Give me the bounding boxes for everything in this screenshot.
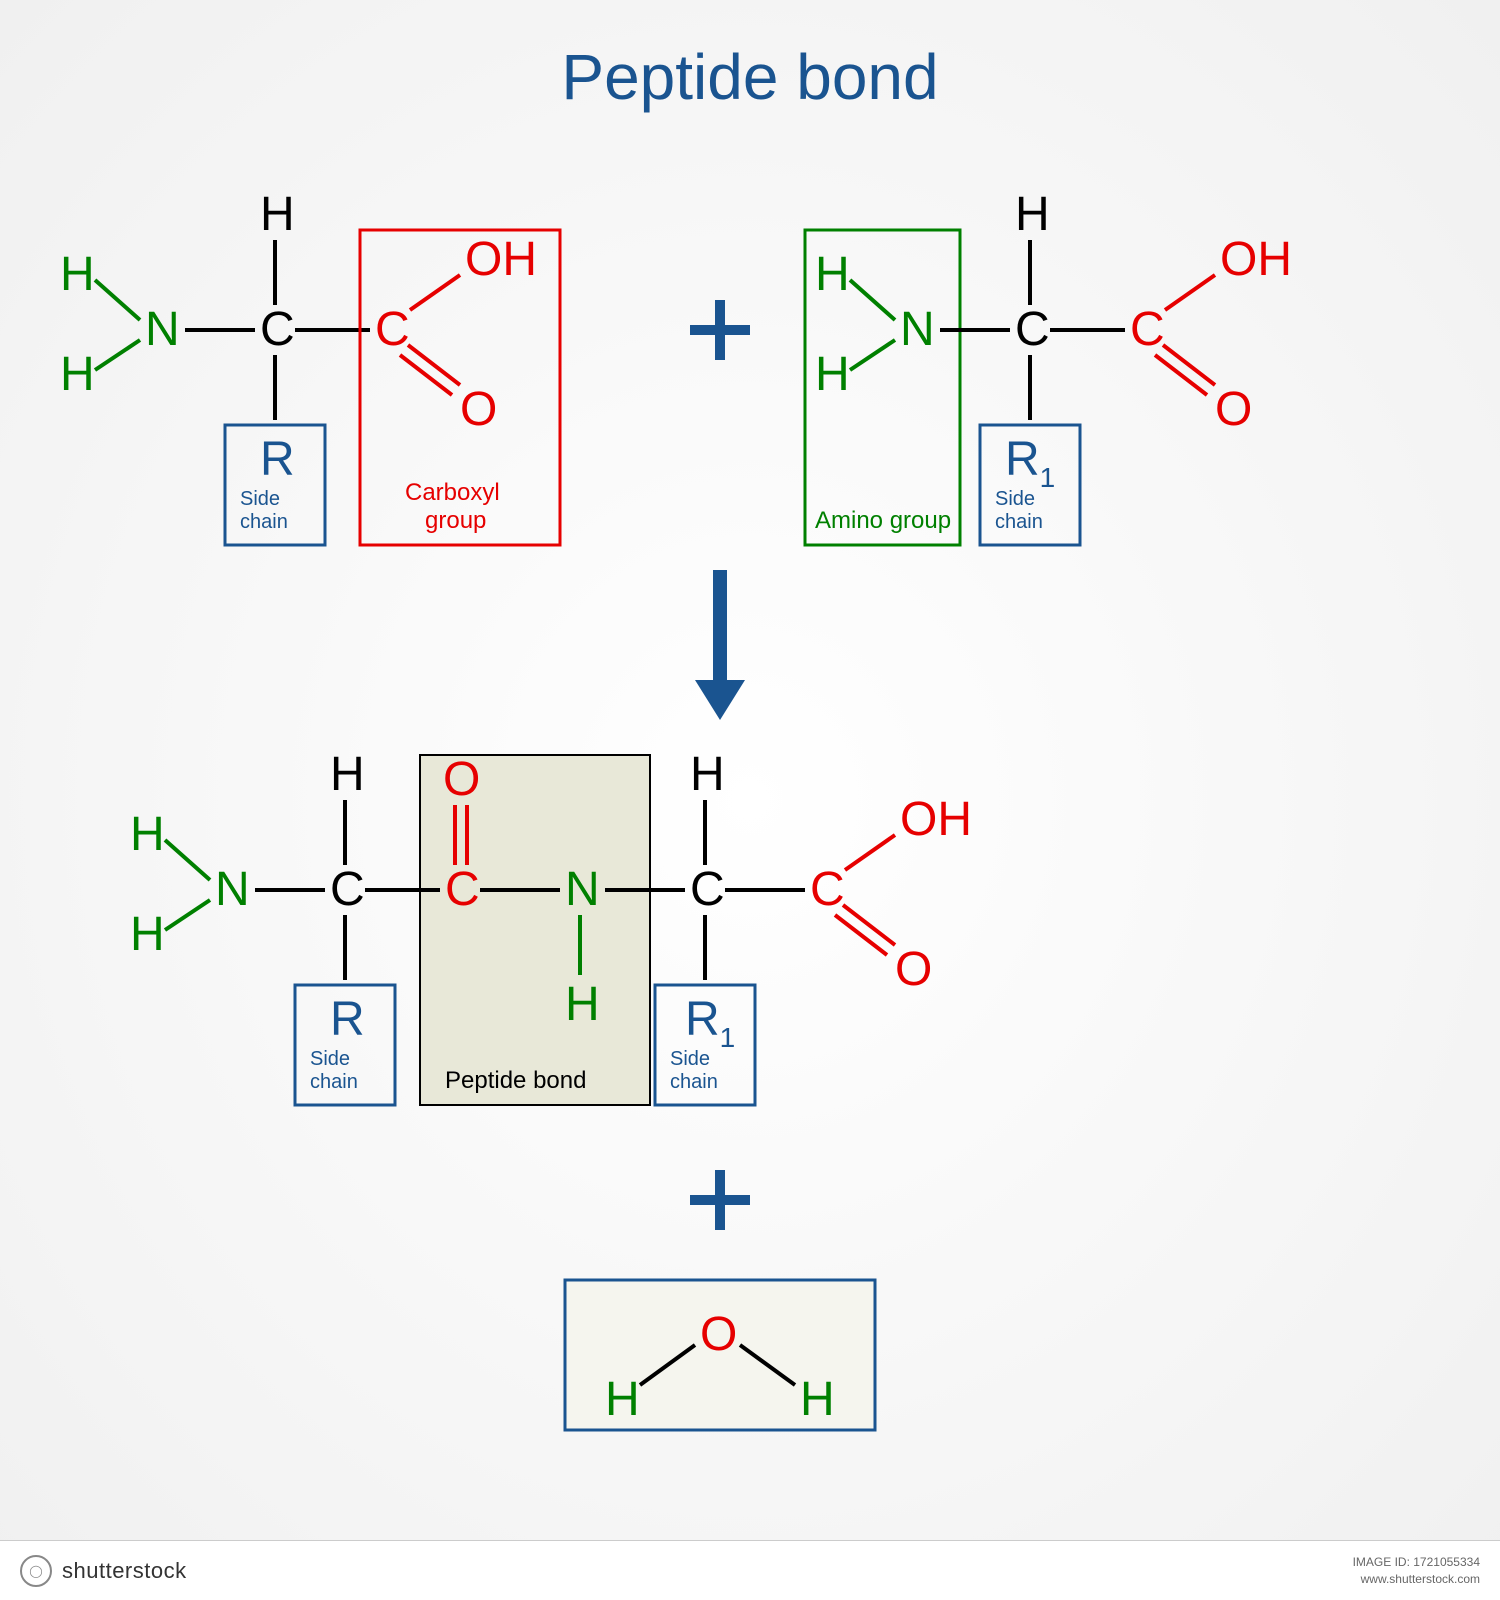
atom-H: H (60, 248, 95, 301)
atom-H: H (260, 188, 295, 241)
atom-C: C (330, 863, 365, 916)
atom-H: H (605, 1373, 640, 1426)
atom-R1: R1 (1005, 433, 1055, 493)
atom-O: O (1215, 383, 1252, 436)
atom-N: N (565, 863, 600, 916)
peptide-bond-label: Peptide bond (445, 1067, 586, 1094)
shutterstock-logo-icon: ◯ (20, 1555, 52, 1587)
atom-H: H (690, 748, 725, 801)
atom-C: C (445, 863, 480, 916)
atom-H: H (1015, 188, 1050, 241)
side-chain-label: Side (240, 488, 280, 510)
plus-icon (690, 1170, 750, 1230)
atom-H: H (330, 748, 365, 801)
side-chain-label: chain (240, 511, 288, 533)
atom-N: N (215, 863, 250, 916)
water-molecule: O H H (565, 1280, 875, 1430)
atom-C: C (260, 303, 295, 356)
amino-group-label: Amino group (815, 507, 951, 534)
atom-R: R (330, 993, 365, 1046)
atom-O: O (700, 1308, 737, 1361)
atom-H: H (130, 908, 165, 961)
atom-C: C (1015, 303, 1050, 356)
atom-OH: OH (900, 793, 972, 846)
dipeptide: H H N C H R Side chain Peptide bond C O … (130, 748, 972, 1105)
atom-O: O (460, 383, 497, 436)
reaction-arrow-icon (695, 570, 745, 720)
atom-H: H (815, 348, 850, 401)
atom-H: H (800, 1373, 835, 1426)
side-chain-label: chain (995, 511, 1043, 533)
atom-H: H (815, 248, 850, 301)
carboxyl-label: group (425, 507, 486, 534)
atom-H: H (565, 978, 600, 1031)
atom-C: C (810, 863, 845, 916)
side-chain-label: Side (995, 488, 1035, 510)
atom-OH: OH (465, 233, 537, 286)
svg-text:Side: Side (670, 1048, 710, 1070)
atom-N: N (900, 303, 935, 356)
atom-C: C (375, 303, 410, 356)
atom-O: O (443, 753, 480, 806)
image-id-label: IMAGE ID: (1353, 1555, 1410, 1569)
footer-site: www.shutterstock.com (1353, 1571, 1480, 1588)
image-id-value: 1721055334 (1413, 1555, 1480, 1569)
atom-N: N (145, 303, 180, 356)
svg-text:chain: chain (670, 1071, 718, 1093)
atom-C: C (1130, 303, 1165, 356)
amino-acid-1: H H N C H R Side chain C OH O Carboxyl g… (60, 188, 560, 545)
atom-H: H (130, 808, 165, 861)
atom-H: H (60, 348, 95, 401)
svg-text:chain: chain (310, 1071, 358, 1093)
plus-icon (690, 300, 750, 360)
footer-bar: ◯ shutterstock IMAGE ID: 1721055334 www.… (0, 1540, 1500, 1600)
atom-R: R (260, 433, 295, 486)
atom-R1: R1 (685, 993, 735, 1053)
atom-O: O (895, 943, 932, 996)
atom-OH: OH (1220, 233, 1292, 286)
diagram-svg: H H N C H R Side chain C OH O Carboxyl g… (0, 0, 1500, 1600)
svg-text:Side: Side (310, 1048, 350, 1070)
carboxyl-label: Carboxyl (405, 479, 500, 506)
atom-C: C (690, 863, 725, 916)
footer-brand: shutterstock (62, 1558, 187, 1584)
amino-acid-2: H H N Amino group C H R1 Side chain C OH… (805, 188, 1292, 545)
